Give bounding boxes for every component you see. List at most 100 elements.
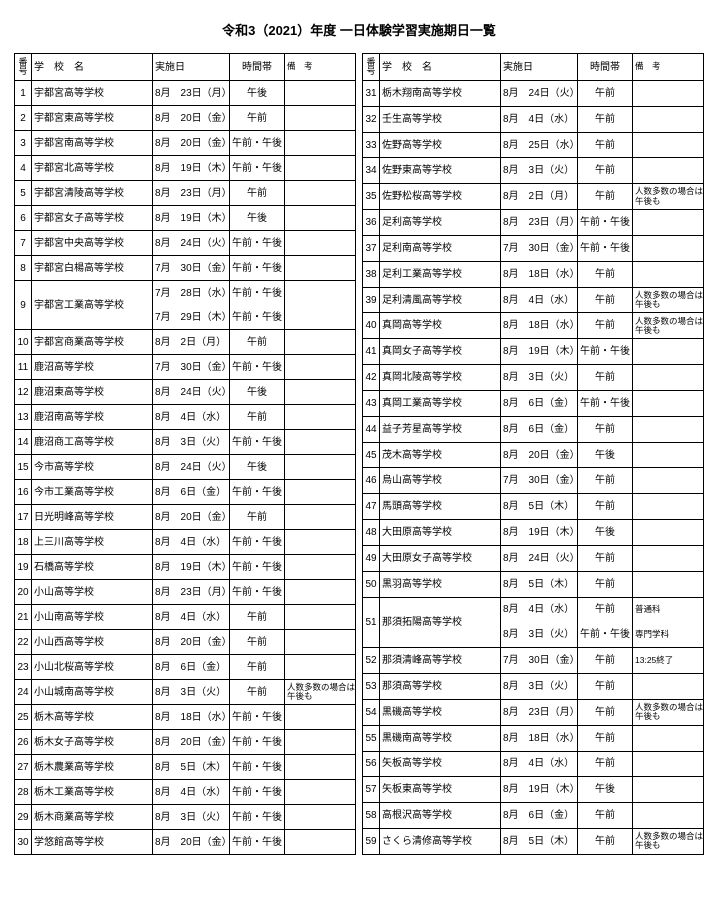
- cell-note: [285, 655, 356, 680]
- table-row: 44益子芳星高等学校8月 6日（金）午前: [363, 416, 704, 442]
- cell-name: 足利高等学校: [380, 210, 501, 236]
- cell-time: 午前: [578, 571, 633, 597]
- cell-date: 8月 20日（金）: [153, 505, 230, 530]
- table-row: 13鹿沼南高等学校8月 4日（水）午前: [15, 405, 356, 430]
- cell-note: [285, 256, 356, 281]
- cell-num: 30: [15, 830, 32, 855]
- table-row: 50黒羽高等学校8月 5日（木）午前: [363, 571, 704, 597]
- table-row: 2宇都宮東高等学校8月 20日（金）午前: [15, 106, 356, 131]
- table-row: 4宇都宮北高等学校8月 19日（木）午前・午後: [15, 156, 356, 181]
- table-row: 18上三川高等学校8月 4日（水）午前・午後: [15, 530, 356, 555]
- cell-date: 8月 19日（木）: [501, 339, 578, 365]
- header-note: 備 考: [633, 54, 704, 81]
- cell-time: 午前: [578, 106, 633, 132]
- cell-time: 午前: [578, 545, 633, 571]
- table-row: 8宇都宮白楊高等学校7月 30日（金）午前・午後: [15, 256, 356, 281]
- cell-date: 7月 30日（金）: [501, 468, 578, 494]
- cell-date: 8月 24日（火）: [153, 231, 230, 256]
- cell-time: 午前・午後: [578, 339, 633, 365]
- cell-date: 7月 29日（木）: [153, 305, 230, 330]
- cell-note: [285, 231, 356, 256]
- cell-name: 鹿沼南高等学校: [32, 405, 153, 430]
- cell-time: 午前: [230, 630, 285, 655]
- cell-date: 8月 3日（火）: [153, 430, 230, 455]
- cell-name: 石橋高等学校: [32, 555, 153, 580]
- table-row: 59さくら清修高等学校8月 5日（木）午前人数多数の場合は午後も: [363, 828, 704, 854]
- cell-note: 人数多数の場合は午後も: [633, 699, 704, 725]
- cell-name: 今市高等学校: [32, 455, 153, 480]
- cell-note: [633, 777, 704, 803]
- cell-date: 8月 3日（火）: [501, 674, 578, 700]
- cell-num: 9: [15, 281, 32, 330]
- cell-time: 午後: [578, 520, 633, 546]
- table-row: 38足利工業高等学校8月 18日（水）午前: [363, 261, 704, 287]
- cell-num: 22: [15, 630, 32, 655]
- table-row: 40真岡高等学校8月 18日（水）午前人数多数の場合は午後も: [363, 313, 704, 339]
- cell-name: 上三川高等学校: [32, 530, 153, 555]
- cell-time: 午前・午後: [230, 730, 285, 755]
- cell-num: 8: [15, 256, 32, 281]
- cell-name: 栃木工業高等学校: [32, 780, 153, 805]
- cell-num: 31: [363, 81, 380, 107]
- cell-name: 栃木農業高等学校: [32, 755, 153, 780]
- cell-num: 21: [15, 605, 32, 630]
- cell-date: 8月 20日（金）: [153, 830, 230, 855]
- page-title: 令和3（2021）年度 一日体験学習実施期日一覧: [14, 20, 704, 39]
- cell-time: 午前: [578, 828, 633, 854]
- cell-note: 人数多数の場合は午後も: [633, 184, 704, 210]
- table-row: 7宇都宮中央高等学校8月 24日（火）午前・午後: [15, 231, 356, 256]
- cell-name: 茂木高等学校: [380, 442, 501, 468]
- cell-date: 8月 3日（火）: [153, 805, 230, 830]
- cell-time: 午後: [578, 442, 633, 468]
- cell-name: 栃木翔南高等学校: [380, 81, 501, 107]
- cell-date: 8月 4日（水）: [153, 780, 230, 805]
- cell-time: 午前・午後: [230, 305, 285, 330]
- cell-num: 55: [363, 725, 380, 751]
- cell-date: 8月 20日（金）: [153, 106, 230, 131]
- cell-note: [285, 630, 356, 655]
- cell-date: 8月 20日（金）: [153, 630, 230, 655]
- cell-name: さくら清修高等学校: [380, 828, 501, 854]
- table-row: 6宇都宮女子高等学校8月 19日（木）午後: [15, 206, 356, 231]
- cell-time: 午前・午後: [230, 530, 285, 555]
- cell-date: 8月 4日（水）: [153, 530, 230, 555]
- cell-note: [285, 455, 356, 480]
- table-right-body: 31栃木翔南高等学校8月 24日（火）午前32壬生高等学校8月 4日（水）午前3…: [363, 81, 704, 855]
- cell-time: 午前・午後: [230, 805, 285, 830]
- cell-date: 8月 5日（木）: [501, 494, 578, 520]
- cell-note: [285, 81, 356, 106]
- cell-time: 午後: [230, 206, 285, 231]
- cell-date: 8月 3日（火）: [501, 158, 578, 184]
- table-row: 39足利清風高等学校8月 4日（水）午前人数多数の場合は午後も: [363, 287, 704, 313]
- cell-num: 3: [15, 131, 32, 156]
- cell-time: 午前・午後: [230, 780, 285, 805]
- cell-date: 8月 20日（金）: [153, 730, 230, 755]
- cell-date: 8月 18日（水）: [501, 313, 578, 339]
- cell-num: 50: [363, 571, 380, 597]
- cell-note: [633, 545, 704, 571]
- cell-note: [285, 705, 356, 730]
- cell-time: 午前・午後: [578, 210, 633, 236]
- cell-name: 足利清風高等学校: [380, 287, 501, 313]
- table-row: 27栃木農業高等学校8月 5日（木）午前・午後: [15, 755, 356, 780]
- cell-name: 真岡高等学校: [380, 313, 501, 339]
- cell-name: 日光明峰高等学校: [32, 505, 153, 530]
- cell-time: 午前: [230, 655, 285, 680]
- cell-note: 13:25終了: [633, 648, 704, 674]
- table-row: 28栃木工業高等学校8月 4日（水）午前・午後: [15, 780, 356, 805]
- cell-note: [633, 339, 704, 365]
- cell-name: 益子芳星高等学校: [380, 416, 501, 442]
- cell-note: [285, 106, 356, 131]
- cell-num: 41: [363, 339, 380, 365]
- cell-note: [633, 261, 704, 287]
- table-row: 54黒磯高等学校8月 23日（月）午前人数多数の場合は午後も: [363, 699, 704, 725]
- cell-note: 人数多数の場合は午後も: [633, 313, 704, 339]
- cell-date: 8月 25日（水）: [501, 132, 578, 158]
- table-row: 5宇都宮清陵高等学校8月 23日（月）午前: [15, 181, 356, 206]
- cell-date: 8月 3日（火）: [501, 365, 578, 391]
- cell-date: 8月 19日（木）: [153, 555, 230, 580]
- cell-note: [285, 131, 356, 156]
- table-row: 37足利南高等学校7月 30日（金）午前・午後: [363, 235, 704, 261]
- cell-note: [633, 571, 704, 597]
- cell-time: 午前: [578, 597, 633, 622]
